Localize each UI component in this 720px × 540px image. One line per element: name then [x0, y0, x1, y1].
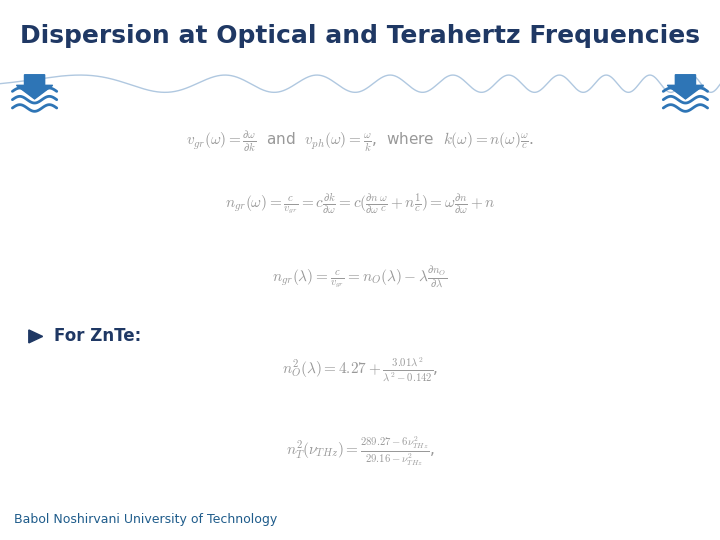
Text: $n_{gr}(\omega) = \frac{c}{v_{gr}} = c\frac{\partial k}{\partial\omega} = c(\fra: $n_{gr}(\omega) = \frac{c}{v_{gr}} = c\f…	[225, 192, 495, 216]
Text: $n_O^2(\lambda) = 4.27 + \frac{3.01\lambda^2}{\lambda^2 - 0.142}$,: $n_O^2(\lambda) = 4.27 + \frac{3.01\lamb…	[282, 356, 438, 384]
Text: $n_T^2(\nu_{THz}) = \frac{289.27 - 6\nu_{THz}^2}{29.16 - \nu_{THz}^2}$,: $n_T^2(\nu_{THz}) = \frac{289.27 - 6\nu_…	[286, 435, 434, 468]
Text: $n_{gr}(\lambda) = \frac{c}{v_{gr}} = n_O(\lambda) - \lambda\frac{\partial n_O}{: $n_{gr}(\lambda) = \frac{c}{v_{gr}} = n_…	[272, 265, 448, 291]
Text: For ZnTe:: For ZnTe:	[54, 327, 141, 345]
Polygon shape	[667, 75, 703, 99]
Text: Babol Noshirvani University of Technology: Babol Noshirvani University of Technolog…	[14, 514, 278, 526]
Polygon shape	[17, 75, 53, 99]
Text: Dispersion at Optical and Terahertz Frequencies: Dispersion at Optical and Terahertz Freq…	[20, 24, 700, 48]
Text: $v_{gr}(\omega) = \frac{\partial\omega}{\partial k}$  and  $v_{ph}(\omega) = \fr: $v_{gr}(\omega) = \frac{\partial\omega}{…	[186, 130, 534, 155]
Polygon shape	[29, 330, 42, 343]
